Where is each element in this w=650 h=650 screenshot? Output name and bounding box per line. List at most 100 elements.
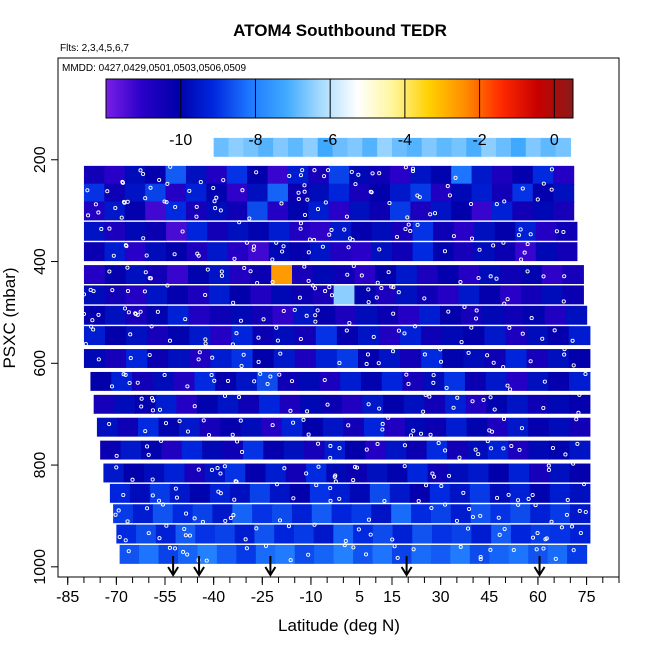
sample-marker [289,379,295,384]
sample-marker [329,293,335,298]
sample-marker [236,395,242,400]
sample-marker [327,232,332,237]
sample-marker [363,552,369,557]
sample-marker [302,264,307,269]
sample-marker [270,257,275,262]
sample-marker [377,171,382,176]
sample-marker [196,467,201,472]
sample-marker [392,544,397,549]
sample-marker [306,432,311,437]
heatmap-cell [291,504,313,524]
sample-marker [81,292,87,297]
heatmap-cell [491,183,513,203]
sample-marker [453,175,458,180]
sample-marker [444,385,449,390]
heatmap-cell [287,137,304,157]
heatmap-cell [496,137,512,157]
heatmap-cell [357,349,380,368]
heatmap-cell [242,440,264,460]
sample-marker [353,464,358,470]
colorbar: -10 -8 -6 -4 -2 0 [105,78,574,149]
sample-marker [495,495,500,500]
sample-marker [162,199,167,204]
sample-marker [438,359,444,364]
sample-marker [83,342,88,347]
heatmap-cell [343,417,365,437]
heatmap-cell [181,440,203,460]
sample-marker [99,226,104,232]
heatmap-cell [392,137,408,157]
heatmap-cell [532,201,554,221]
heatmap-cell [117,417,139,437]
sample-marker [359,273,364,278]
flights-note: Flts: 2,3,4,5,6,7 [60,43,129,54]
sample-marker [180,229,185,234]
sample-marker [389,284,394,289]
colorbar-tick-label-3: -4 [398,132,412,149]
sample-marker [583,371,588,377]
sample-marker [314,483,319,488]
sample-marker [443,448,448,453]
heatmap-cell [360,371,383,391]
heatmap-cell [385,440,407,460]
sample-marker [540,336,545,341]
heatmap-cell [145,201,167,221]
sample-marker [96,312,101,317]
heatmap-cell [220,417,242,437]
heatmap-cell [125,285,147,305]
sample-marker [316,464,321,469]
heatmap-cell [569,417,591,437]
sample-marker [470,514,475,520]
sample-marker [203,292,208,298]
heatmap-cell [489,483,511,503]
heatmap-cell [353,544,374,564]
sample-marker [466,526,471,531]
sample-marker [396,328,401,333]
sample-marker [457,455,462,460]
heatmap-cell [195,524,216,544]
sample-marker [583,510,588,515]
heatmap-cell [168,326,190,346]
sample-marker [366,402,371,407]
sample-marker [530,492,535,498]
sample-marker [485,353,490,358]
sample-marker [508,387,513,392]
heatmap-cell [298,371,320,391]
sample-marker [241,352,246,357]
sample-marker [89,324,94,329]
heatmap-cell [149,483,171,503]
sample-marker [520,331,525,336]
heatmap-cell [466,137,482,157]
sample-marker [274,482,280,487]
sample-marker [282,466,287,471]
heatmap-cell [445,394,467,414]
heatmap-cell [143,463,165,483]
sample-marker [215,465,220,471]
heatmap-cell [471,165,493,185]
sample-marker [221,178,226,183]
heatmap-cell [474,221,496,241]
heatmap-cell [340,371,362,391]
sample-marker [546,467,551,472]
sample-marker [296,190,301,195]
y-tick-label-3: 800 [32,452,49,479]
colorbar-tick-label-4: -2 [472,132,486,149]
heatmap-cell [206,165,228,185]
sample-marker [575,441,580,446]
sample-marker [356,172,361,177]
sample-marker [423,392,428,397]
sample-marker [406,381,411,386]
sample-marker [148,185,153,190]
sample-marker [507,325,512,330]
heatmap-cell [209,483,231,503]
sample-marker [222,464,227,469]
sample-marker [494,276,499,281]
heatmap-cell [412,242,434,262]
sample-marker [187,188,192,193]
sample-marker [306,278,311,283]
sample-marker [222,393,228,398]
sample-marker [462,304,467,310]
sample-marker [128,356,133,361]
sample-marker [502,199,507,204]
heatmap-cell [227,242,249,262]
